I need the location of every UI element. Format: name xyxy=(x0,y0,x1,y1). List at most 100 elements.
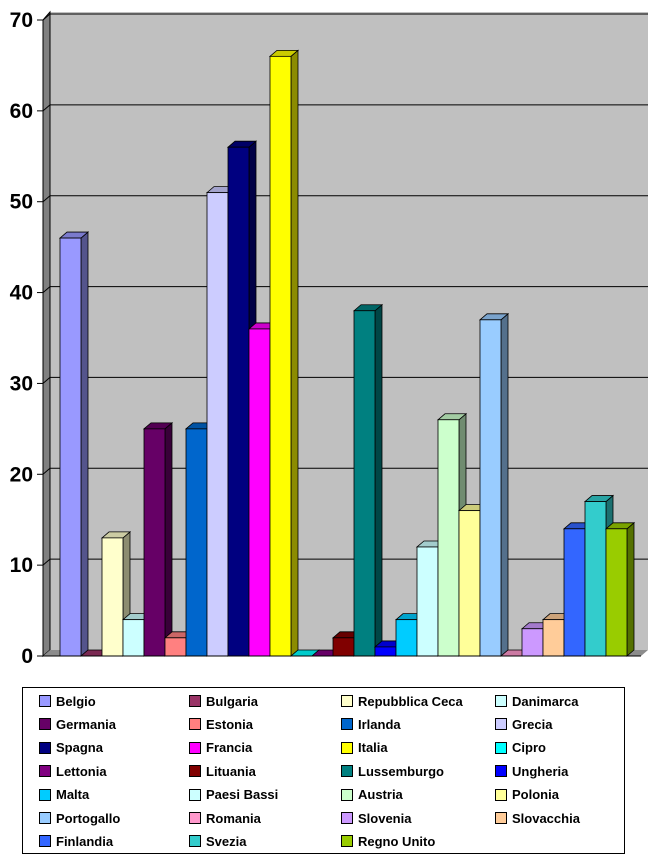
bars xyxy=(58,49,636,657)
y-tick-label: 10 xyxy=(10,554,33,577)
bar-side xyxy=(164,421,173,657)
legend-item: Lettonia xyxy=(39,761,107,781)
bar-front xyxy=(101,537,124,657)
bar-front xyxy=(542,619,565,657)
legend-swatch xyxy=(495,812,507,824)
legend-swatch xyxy=(189,812,201,824)
bar-italia xyxy=(268,49,300,657)
legend-item: Svezia xyxy=(189,831,246,851)
legend-item: Cipro xyxy=(495,738,546,758)
legend-swatch xyxy=(341,765,353,778)
bar-front xyxy=(437,419,460,657)
legend-swatch xyxy=(39,695,51,707)
legend-label: Svezia xyxy=(206,833,247,849)
gridline-side xyxy=(42,467,51,475)
legend-swatch xyxy=(495,695,507,707)
legend-swatch xyxy=(189,695,201,707)
legend-item: Francia xyxy=(189,738,252,758)
legend-label: Slovacchia xyxy=(512,810,580,826)
gridline-side xyxy=(42,104,51,112)
y-tick-label: 20 xyxy=(10,463,33,486)
gridline-side xyxy=(42,377,51,384)
legend-swatch xyxy=(189,835,201,848)
legend-label: Austria xyxy=(358,787,403,803)
bar-front xyxy=(458,510,481,657)
legend-item: Repubblica Ceca xyxy=(341,691,463,711)
y-tick-label: 60 xyxy=(10,100,33,123)
legend-label: Portogallo xyxy=(56,810,121,826)
bar-front xyxy=(164,637,187,657)
legend-label: Regno Unito xyxy=(358,833,436,849)
bar-front xyxy=(584,501,607,657)
y-tick-label: 30 xyxy=(10,372,33,395)
bar-front xyxy=(206,192,229,657)
legend-swatch xyxy=(39,835,51,848)
bar-front xyxy=(332,637,355,657)
bar-front xyxy=(395,619,418,657)
legend-item: Ungheria xyxy=(495,761,568,781)
bar-lussemburgo xyxy=(352,303,384,657)
legend-item: Slovenia xyxy=(341,808,411,828)
gridline-side xyxy=(42,195,51,203)
gridline-side xyxy=(42,558,51,566)
legend-label: Italia xyxy=(358,740,388,756)
legend-swatch xyxy=(189,765,201,778)
legend-swatch xyxy=(189,741,201,754)
gridline-side xyxy=(42,286,51,293)
legend-item: Irlanda xyxy=(341,714,401,734)
bar-front xyxy=(122,619,145,657)
legend-swatch xyxy=(341,812,353,824)
y-tick-label: 50 xyxy=(10,191,33,214)
bar-front xyxy=(59,237,82,657)
legend-swatch xyxy=(341,695,353,707)
gridline-side xyxy=(42,13,51,21)
legend-label: Grecia xyxy=(512,716,553,732)
bar-side xyxy=(80,231,89,657)
legend-swatch xyxy=(495,741,507,754)
legend-item: Regno Unito xyxy=(341,831,435,851)
legend-swatch xyxy=(39,765,51,778)
legend-item: Danimarca xyxy=(495,691,578,711)
bar-front xyxy=(248,328,271,657)
legend-item: Malta xyxy=(39,785,89,805)
legend-swatch xyxy=(495,788,507,801)
axes xyxy=(42,20,641,657)
legend-item: Bulgaria xyxy=(189,691,258,711)
legend-swatch xyxy=(341,718,353,731)
bar-side xyxy=(374,303,383,657)
legend-label: Malta xyxy=(56,787,90,803)
bar-belgio xyxy=(58,231,90,657)
legend-swatch xyxy=(39,741,51,754)
legend-swatch xyxy=(189,788,201,801)
y-tick-label: 70 xyxy=(10,9,33,32)
legend-swatch xyxy=(341,741,353,754)
legend-item: Polonia xyxy=(495,785,559,805)
legend-label: Romania xyxy=(206,810,261,826)
bar-side xyxy=(626,521,635,657)
y-axis-ticks: 0 10 20 30 40 50 60 70 xyxy=(10,9,43,668)
bar-front xyxy=(269,55,292,657)
legend-swatch xyxy=(341,788,353,801)
y-tick-label: 0 xyxy=(21,645,33,668)
legend-label: Lussemburgo xyxy=(358,763,444,779)
legend-item: Lussemburgo xyxy=(341,761,444,781)
legend-label: Slovenia xyxy=(358,810,412,826)
legend-item: Spagna xyxy=(39,738,103,758)
legend-label: Lituania xyxy=(206,763,256,779)
legend-item: Italia xyxy=(341,738,388,758)
bar-front xyxy=(563,528,586,657)
bar-front xyxy=(521,628,544,657)
legend-item: Lituania xyxy=(189,761,256,781)
legend-item: Slovacchia xyxy=(495,808,580,828)
bar-side xyxy=(500,312,509,657)
legend-label: Ungheria xyxy=(512,763,569,779)
legend-item: Finlandia xyxy=(39,831,113,851)
legend-item: Grecia xyxy=(495,714,552,734)
legend-label: Bulgaria xyxy=(206,693,259,709)
legend-label: Danimarca xyxy=(512,693,579,709)
legend-label: Spagna xyxy=(56,740,103,756)
y-tick-label: 40 xyxy=(10,282,33,305)
legend-swatch xyxy=(39,718,51,731)
bar-front xyxy=(374,646,397,657)
bar-front xyxy=(185,428,208,657)
